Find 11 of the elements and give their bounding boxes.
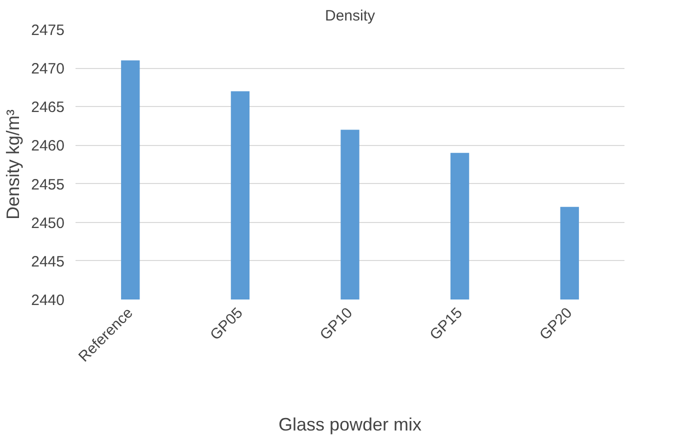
y-axis-title: Density kg/m³ <box>3 109 24 220</box>
x-axis-title: Glass powder mix <box>278 414 422 434</box>
y-tick-label: 2475 <box>31 22 65 39</box>
y-tick-label: 2455 <box>31 176 65 194</box>
y-tick-label: 2465 <box>31 99 65 116</box>
y-tick-label: 2445 <box>31 253 65 270</box>
y-tick-label: 2460 <box>31 138 65 155</box>
y-tick-label: 2450 <box>31 214 65 232</box>
chart-title: Density <box>324 8 376 24</box>
y-tick-label: 2440 <box>31 292 65 309</box>
y-tick-label: 2470 <box>31 60 65 78</box>
